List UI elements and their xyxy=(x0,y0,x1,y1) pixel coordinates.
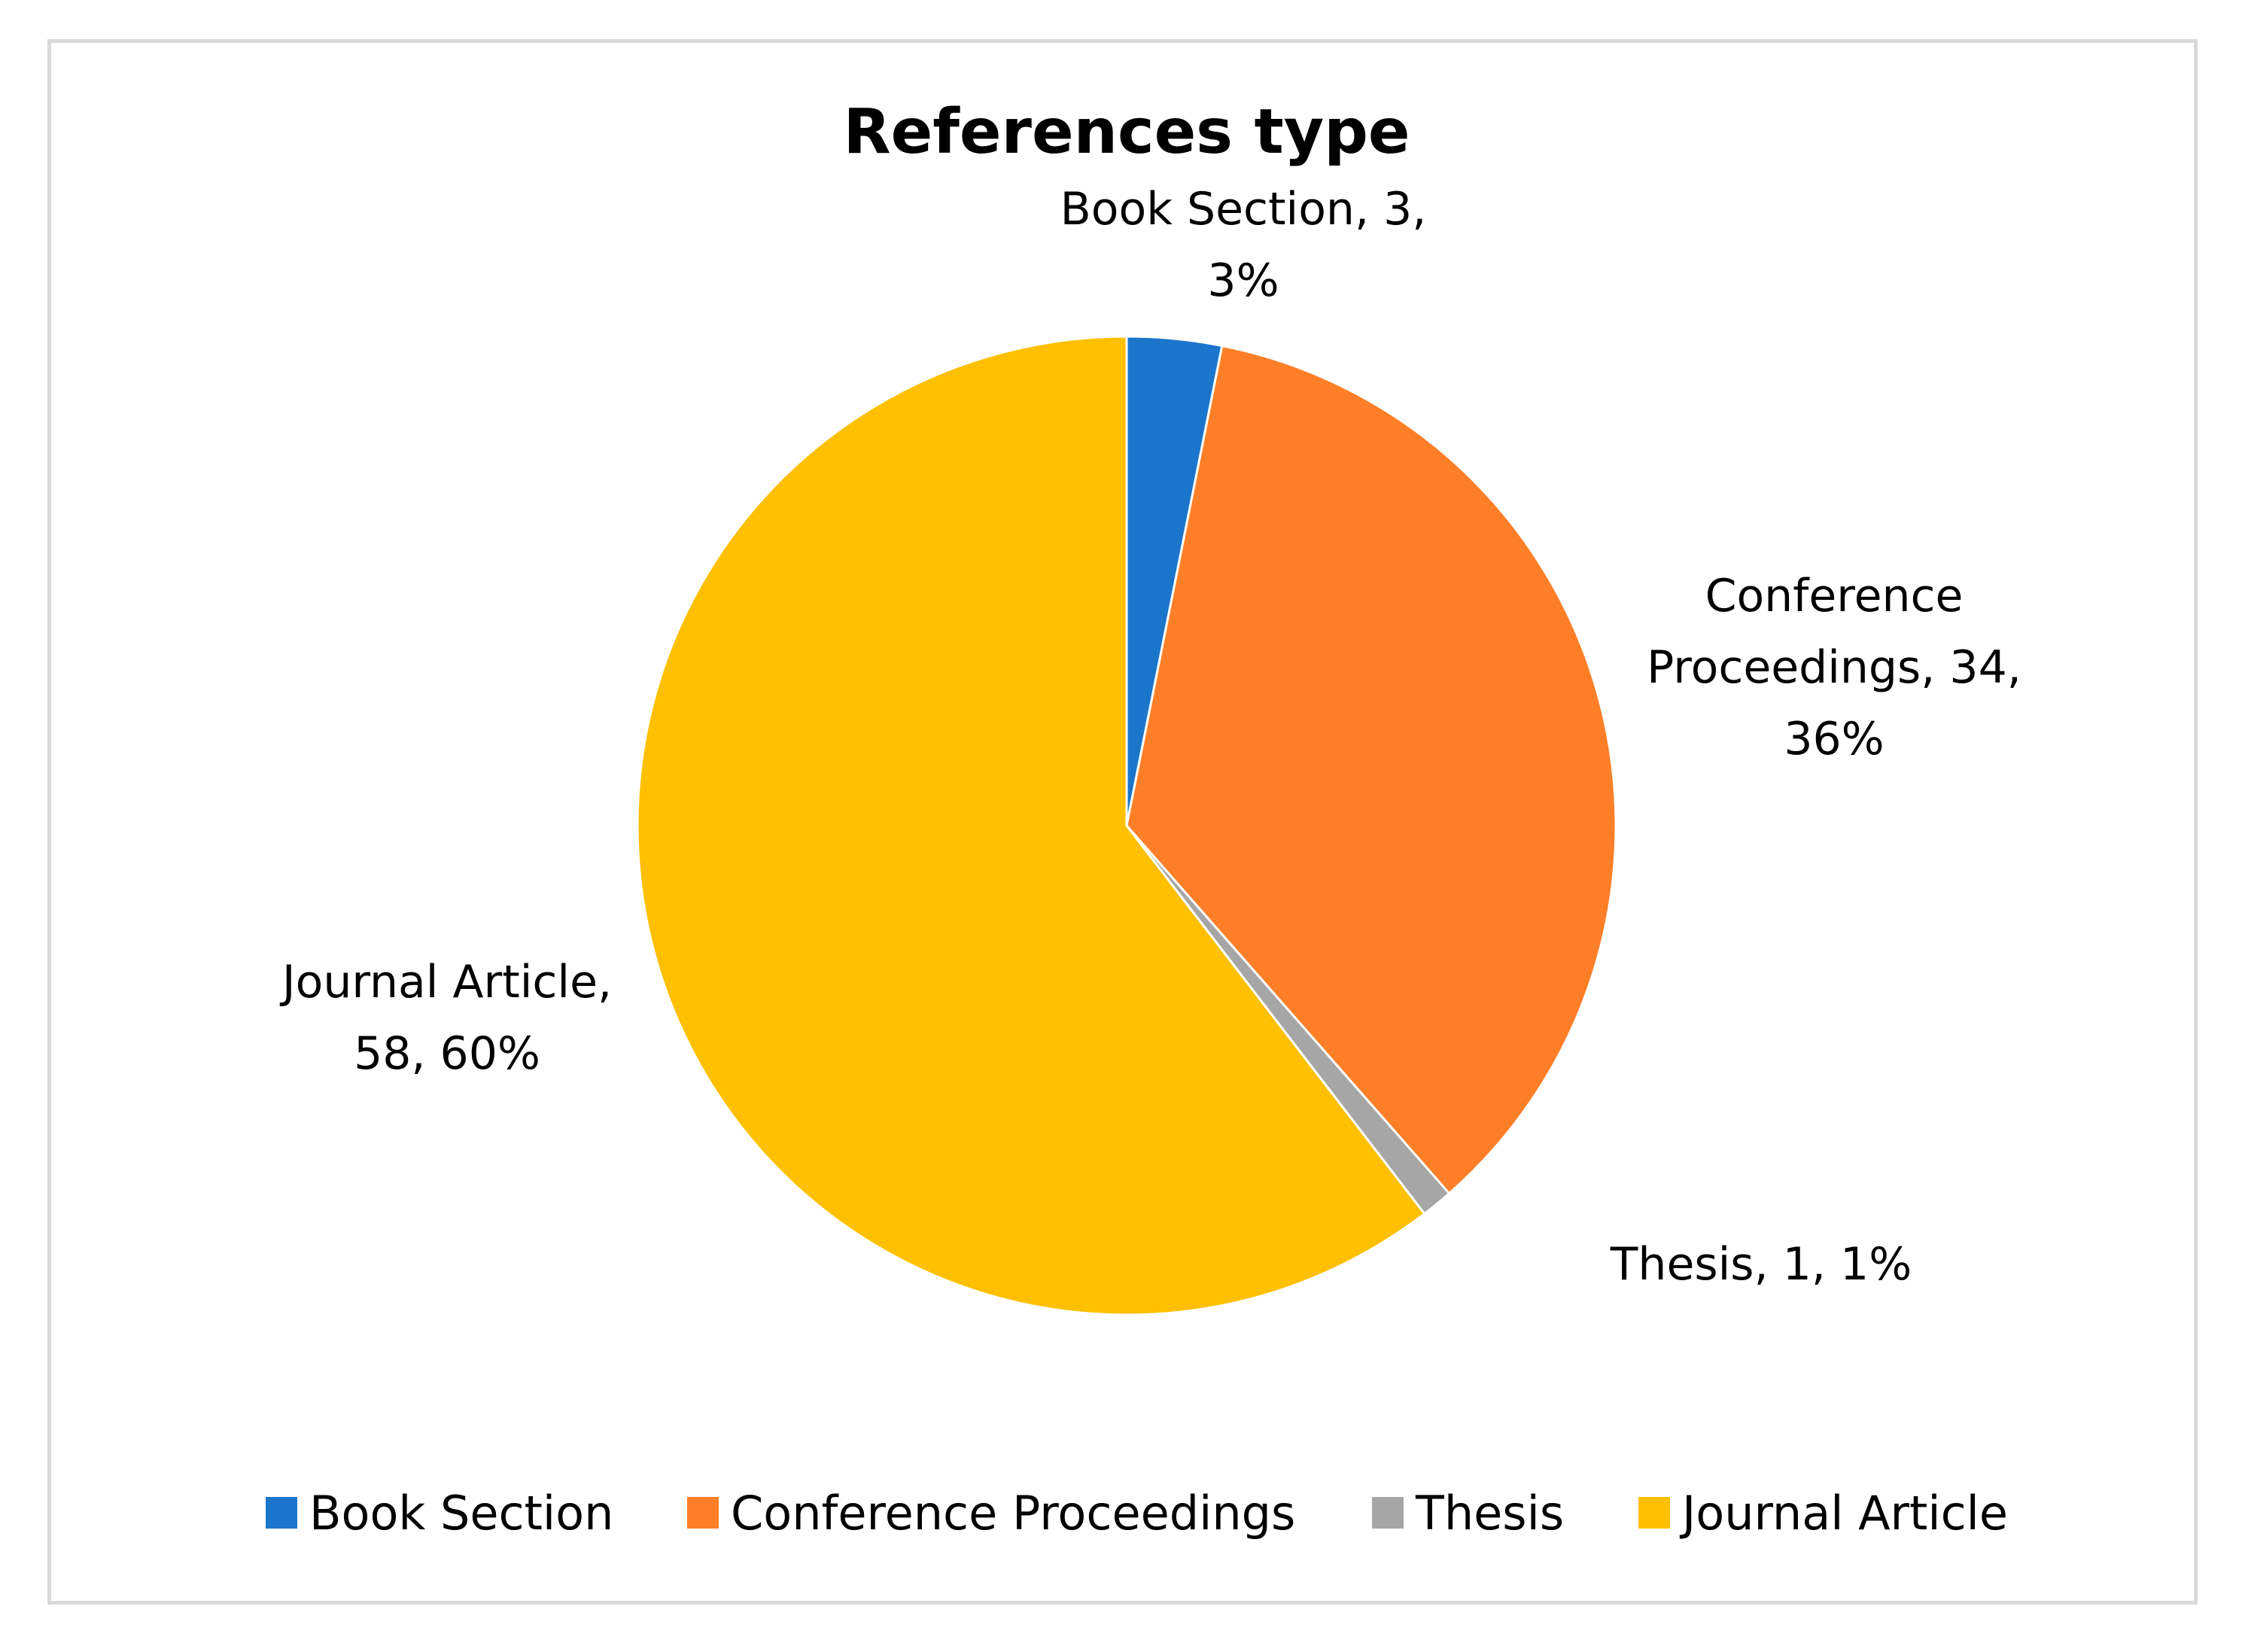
legend-label: Journal Article xyxy=(1679,1486,2008,1541)
data-label-line: 36% xyxy=(1784,713,1884,765)
data-label-line: Journal Article, xyxy=(279,956,612,1009)
data-label-line: Thesis, 1, 1% xyxy=(1610,1238,1912,1291)
pie-slices xyxy=(636,335,1617,1316)
pie-data-labels: Book Section, 3, 3% Conference Proceedings,… xyxy=(279,183,2021,1291)
data-label-journal-article: Journal Article, 58, 60% xyxy=(279,956,612,1080)
legend-swatch xyxy=(1638,1497,1670,1529)
chart-legend: Book Section Conference Proceedings Thesis… xyxy=(266,1486,2008,1541)
data-label-thesis: Thesis, 1, 1% xyxy=(1610,1238,1912,1291)
pie-slice-conference-proceedings xyxy=(1125,344,1617,1195)
legend-item-thesis: Thesis xyxy=(1372,1486,1564,1541)
legend-label: Conference Proceedings xyxy=(731,1486,1295,1541)
data-label-line: 3% xyxy=(1207,254,1279,307)
legend-item-journal-article: Journal Article xyxy=(1638,1486,2008,1541)
pie-slice-journal-article xyxy=(636,335,1426,1316)
legend-label: Book Section xyxy=(309,1486,613,1541)
legend-item-book-section: Book Section xyxy=(266,1486,613,1541)
data-label-line: Proceedings, 34, xyxy=(1647,641,2021,694)
legend-swatch xyxy=(266,1497,297,1529)
data-label-line: Conference xyxy=(1705,570,1964,622)
data-label-line: Book Section, 3, xyxy=(1060,183,1427,236)
chart-title: References type xyxy=(843,96,1410,168)
data-label-line: 58, 60% xyxy=(354,1027,540,1080)
legend-swatch xyxy=(1372,1497,1404,1529)
data-label-book-section: Book Section, 3, 3% xyxy=(1060,183,1427,307)
data-label-conference-proceedings: Conference Proceedings, 34, 36% xyxy=(1647,570,2021,765)
legend-swatch xyxy=(687,1497,719,1529)
legend-label: Thesis xyxy=(1415,1486,1564,1541)
legend-item-conference-proceedings: Conference Proceedings xyxy=(687,1486,1295,1541)
